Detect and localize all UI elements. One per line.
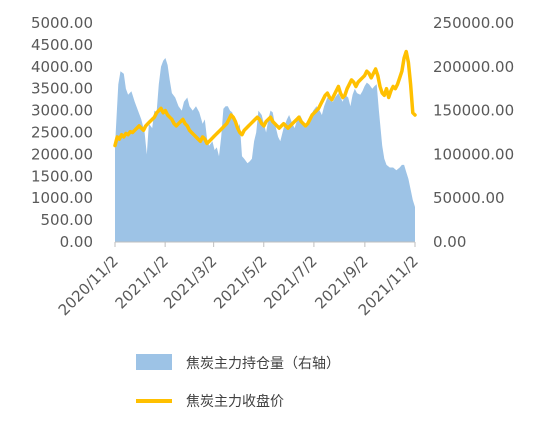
legend-label-open-interest: 焦炭主力持仓量（右轴） [186,356,340,372]
y-left-tick-label: 0.00 [60,233,93,251]
y-axis-right: 0.00 50000.00 100000.00 150000.00 200000.00 2… [433,14,514,251]
y-left-tick-label: 4000.00 [31,58,93,76]
line-series-close-price [113,49,417,148]
x-tick-label: 2021/7/2 [260,252,320,312]
legend-label-close-price: 焦炭主力收盘价 [186,393,284,410]
plot-area [113,49,417,242]
y-left-tick-label: 2500.00 [31,124,93,142]
x-tick-label: 2021/3/2 [160,252,220,312]
x-tick-label: 2020/11/2 [55,252,122,319]
y-left-tick-label: 3500.00 [31,80,93,98]
y-right-tick-label: 250000.00 [433,14,514,32]
y-left-tick-label: 4500.00 [31,36,93,54]
x-axis: 2020/11/22021/1/22021/3/22021/5/22021/7/… [55,241,422,319]
y-left-tick-label: 5000.00 [31,14,93,32]
y-left-tick-label: 500.00 [41,211,94,229]
y-right-tick-label: 100000.00 [433,145,514,163]
y-axis-left: 0.00 500.00 1000.00 1500.00 2000.00 2500.00 30… [31,14,93,251]
y-left-tick-label: 3000.00 [31,102,93,120]
y-right-tick-label: 200000.00 [433,58,514,76]
y-right-tick-label: 50000.00 [433,189,505,207]
y-right-tick-label: 0.00 [433,233,466,251]
y-left-tick-label: 2000.00 [31,145,93,163]
y-left-tick-label: 1000.00 [31,189,93,207]
y-left-tick-label: 1500.00 [31,167,93,185]
y-right-tick-label: 150000.00 [433,102,514,120]
area-series-open-interest [115,58,415,242]
legend-swatch-open-interest [136,354,172,370]
legend: 焦炭主力持仓量（右轴） 焦炭主力收盘价 [136,354,340,410]
x-tick-label: 2021/5/2 [210,252,270,312]
